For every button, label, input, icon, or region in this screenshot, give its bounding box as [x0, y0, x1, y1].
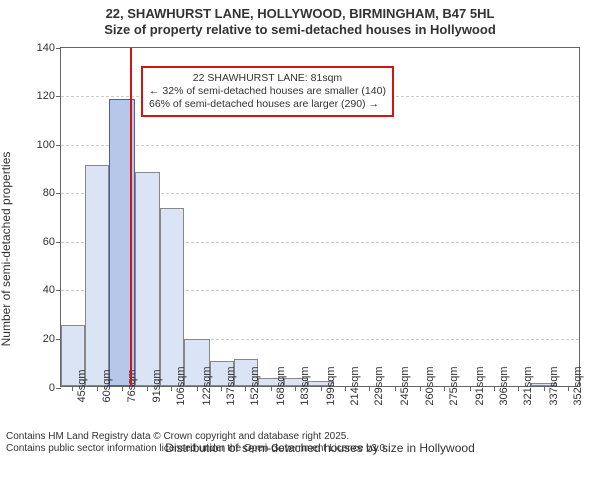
x-tick-label: 122sqm — [197, 366, 213, 405]
x-tick-label: 214sqm — [345, 366, 361, 405]
x-tick-label: 60sqm — [97, 369, 113, 402]
chart-title-line2: Size of property relative to semi-detach… — [0, 22, 600, 38]
y-tick-label: 60 — [43, 236, 61, 248]
chart-title-line1: 22, SHAWHURST LANE, HOLLYWOOD, BIRMINGHA… — [0, 6, 600, 22]
y-tick-label: 100 — [37, 139, 61, 151]
annotation-line: ← 32% of semi-detached houses are smalle… — [149, 85, 386, 98]
y-tick-label: 20 — [43, 333, 61, 345]
y-tick-label: 120 — [37, 90, 61, 102]
annotation-box: 22 SHAWHURST LANE: 81sqm← 32% of semi-de… — [141, 66, 394, 117]
x-tick-label: 199sqm — [321, 366, 337, 405]
x-tick-label: 321sqm — [518, 366, 534, 405]
y-tick-label: 80 — [43, 187, 61, 199]
footer-line1: Contains HM Land Registry data © Crown c… — [6, 431, 594, 443]
annotation-line: 66% of semi-detached houses are larger (… — [149, 98, 386, 111]
chart-title-block: 22, SHAWHURST LANE, HOLLYWOOD, BIRMINGHA… — [0, 0, 600, 39]
x-tick-label: 168sqm — [271, 366, 287, 405]
x-tick-label: 337sqm — [544, 366, 560, 405]
x-tick-label: 245sqm — [395, 366, 411, 405]
x-tick-label: 45sqm — [72, 369, 88, 402]
plot-region: 02040608010012014045sqm60sqm76sqm91sqm10… — [60, 47, 580, 387]
x-tick-label: 106sqm — [171, 366, 187, 405]
x-tick-label: 229sqm — [369, 366, 385, 405]
footer-line2: Contains public sector information licen… — [6, 443, 594, 455]
histogram-bar — [160, 208, 184, 385]
annotation-line: 22 SHAWHURST LANE: 81sqm — [149, 72, 386, 85]
x-tick-label: 275sqm — [444, 366, 460, 405]
y-axis-title: Number of semi-detached properties — [0, 151, 13, 346]
histogram-bar — [85, 165, 109, 386]
histogram-bar — [135, 172, 159, 386]
x-tick-label: 137sqm — [221, 366, 237, 405]
y-tick-label: 0 — [49, 382, 61, 394]
y-tick-label: 40 — [43, 284, 61, 296]
x-tick-label: 291sqm — [470, 366, 486, 405]
x-tick-label: 183sqm — [295, 366, 311, 405]
y-tick-label: 140 — [37, 42, 61, 54]
x-tick-label: 260sqm — [420, 366, 436, 405]
footer-attribution: Contains HM Land Registry data © Crown c… — [0, 429, 600, 459]
x-tick-label: 306sqm — [494, 366, 510, 405]
chart-area: Number of semi-detached properties 02040… — [0, 39, 600, 459]
x-tick-label: 352sqm — [568, 366, 584, 405]
grid-line — [61, 145, 579, 146]
x-tick-label: 91sqm — [147, 369, 163, 402]
x-tick-label: 152sqm — [245, 366, 261, 405]
reference-line — [130, 48, 132, 386]
